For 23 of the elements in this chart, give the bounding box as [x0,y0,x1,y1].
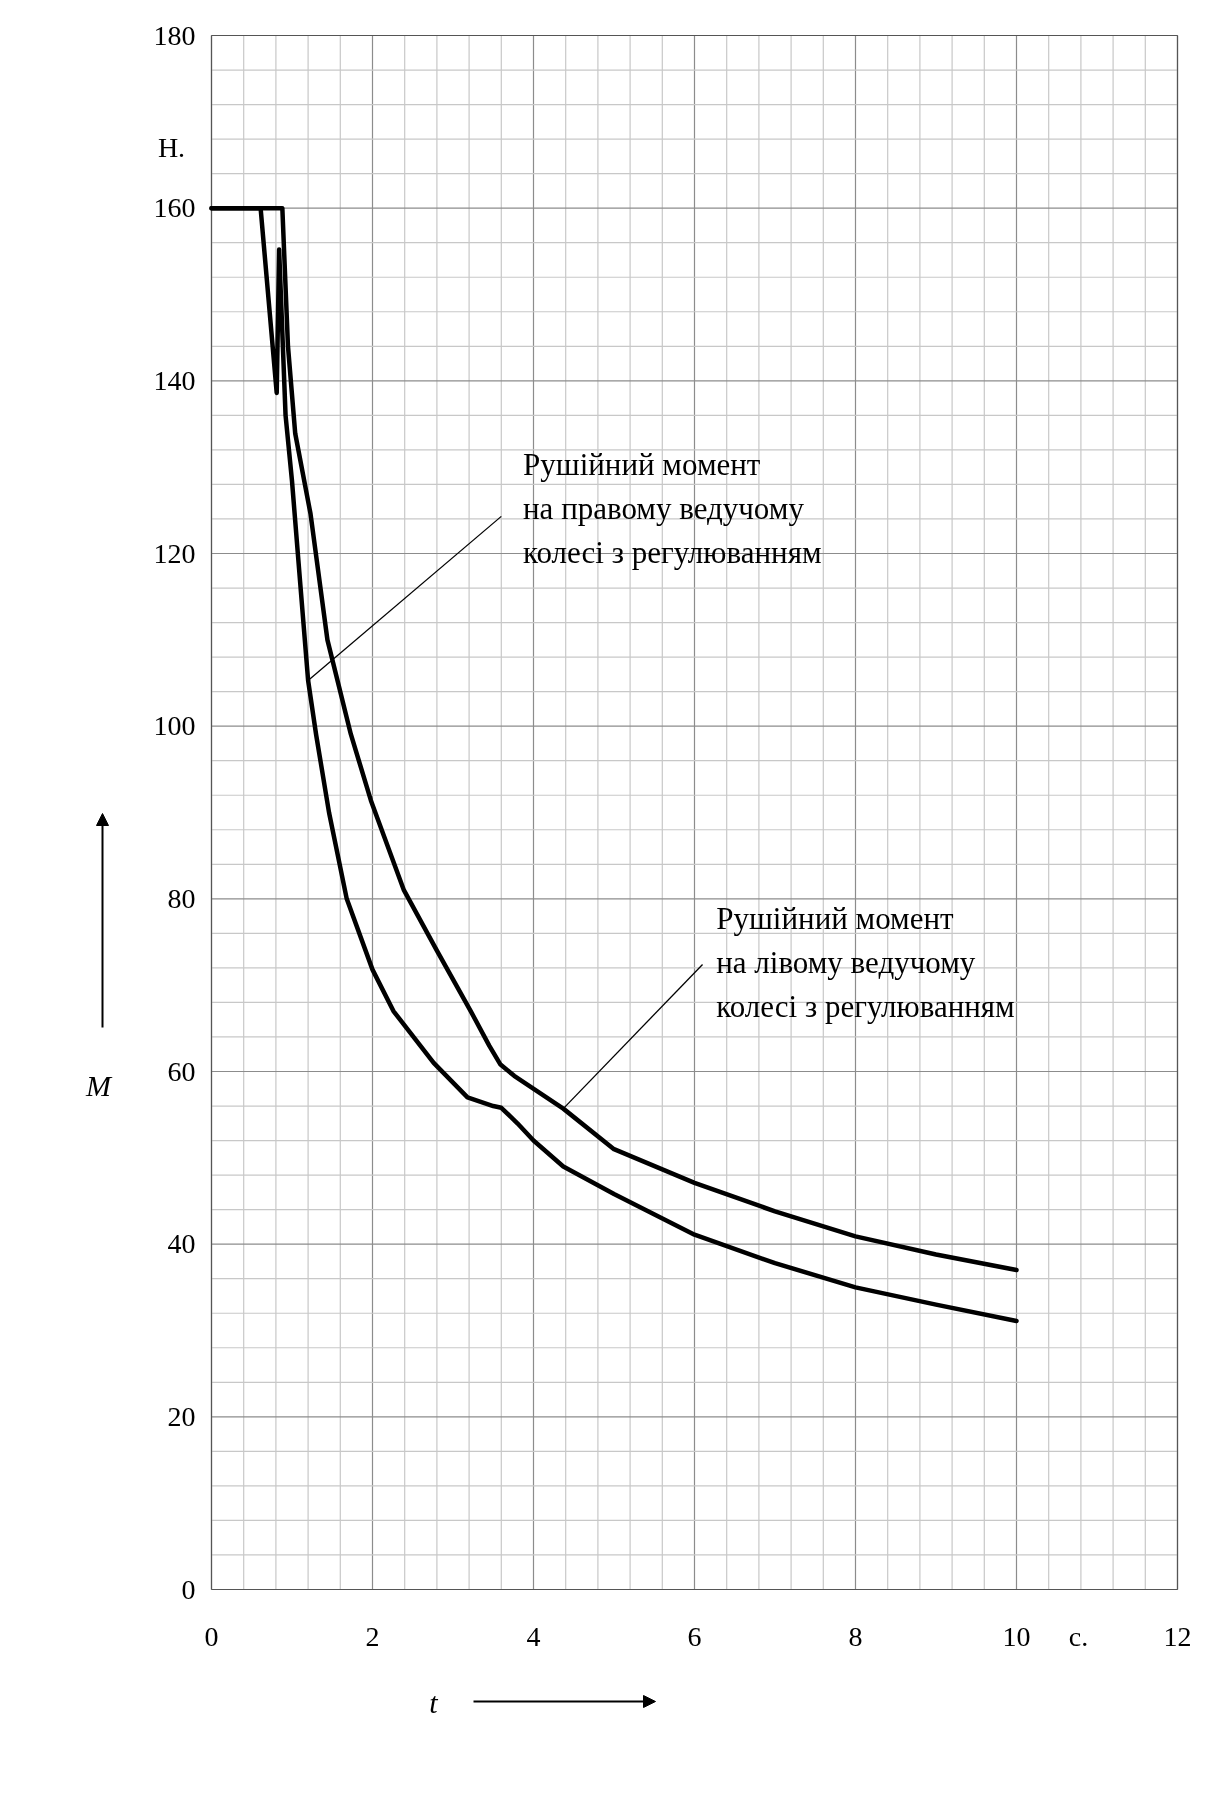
text: с. [1068,1621,1089,1652]
x-axis-title: t [429,1686,439,1719]
text: Н. [157,132,186,163]
x-tick-label: 8 [848,1620,863,1652]
y-tick-label: 0 [181,1573,196,1605]
annotation: Рушійний момент на лівому ведучому колесі з регулюванням [716,901,1015,1024]
y-tick-label: 160 [153,192,196,224]
annotation: Рушійний момент на правому ведучому колесі з регулюванням [523,447,822,570]
y-axis-title: M [85,1069,113,1102]
x-tick-label: 6 [687,1620,702,1652]
x-tick-label: 0 [204,1620,219,1652]
x-tick-label: 4 [526,1620,541,1652]
x-tick-label: 10 [1002,1620,1031,1652]
y-tick-label: 40 [167,1228,196,1260]
y-tick-label: 20 [167,1400,196,1432]
y-tick-label: 140 [153,364,196,396]
x-tick-label: 2 [365,1620,380,1652]
y-tick-label: 180 [153,19,196,51]
y-tick-label: 120 [153,537,196,569]
y-tick-label: 80 [167,882,196,914]
x-tick-label: 12 [1163,1620,1192,1652]
y-tick-label: 100 [153,710,196,742]
y-tick-label: 60 [167,1055,196,1087]
